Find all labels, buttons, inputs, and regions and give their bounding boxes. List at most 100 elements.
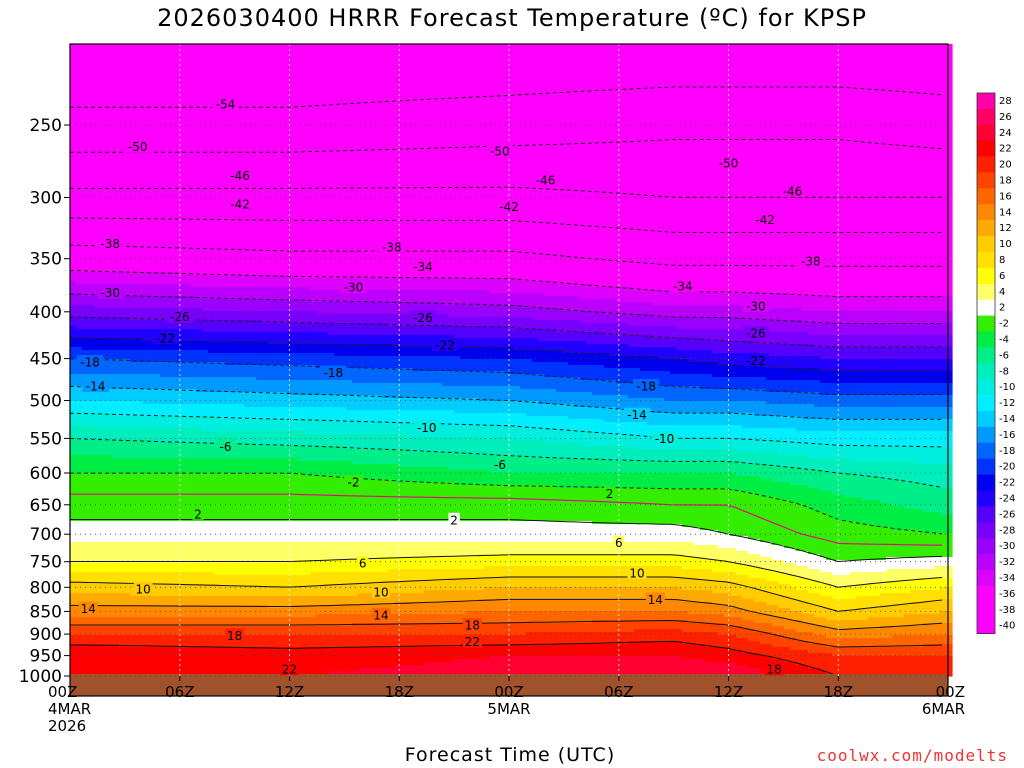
heat-cell — [358, 335, 365, 345]
heat-cell — [856, 620, 863, 630]
heat-cell — [688, 659, 695, 677]
heat-cell — [424, 581, 431, 591]
heat-cell — [304, 419, 311, 435]
heat-cell — [196, 287, 203, 300]
heat-cell — [556, 431, 563, 444]
heat-cell — [598, 365, 605, 381]
heat-cell — [256, 332, 263, 342]
heat-cell — [178, 275, 185, 285]
heat-cell — [850, 599, 857, 612]
heat-cell — [202, 521, 209, 543]
heat-cell — [766, 593, 773, 606]
heat-cell — [436, 371, 443, 384]
heat-cell — [124, 572, 131, 585]
contour-label: -46 — [532, 172, 559, 187]
heat-cell — [244, 287, 251, 300]
heat-cell — [766, 623, 773, 633]
heat-cell — [388, 581, 395, 594]
heat-cell — [442, 386, 449, 399]
heat-cell — [490, 44, 497, 279]
heat-cell — [772, 635, 779, 648]
heat-cell — [886, 479, 893, 504]
heat-cell — [766, 614, 773, 624]
colorbar-swatch — [977, 363, 995, 380]
heat-cell — [160, 389, 167, 405]
heat-cell — [208, 563, 215, 573]
heat-cell — [418, 383, 425, 399]
heat-cell — [82, 542, 89, 564]
heat-cell — [628, 656, 635, 677]
heat-cell — [598, 323, 605, 333]
heat-cell — [310, 635, 317, 648]
heat-cell — [730, 536, 737, 549]
heat-cell — [196, 596, 203, 606]
heat-cell — [670, 44, 677, 294]
heat-cell — [268, 380, 275, 393]
heat-cell — [880, 560, 887, 573]
heat-cell — [316, 446, 323, 462]
heat-cell — [136, 389, 143, 402]
heat-cell — [616, 446, 623, 462]
heat-cell — [412, 278, 419, 291]
heat-cell — [214, 377, 221, 393]
heat-cell — [934, 488, 941, 513]
heat-cell — [208, 584, 215, 597]
heat-cell — [862, 407, 869, 420]
heat-cell — [946, 656, 953, 677]
heat-cell — [76, 626, 83, 636]
heat-cell — [718, 293, 725, 306]
heat-cell — [688, 644, 695, 660]
heat-cell — [220, 473, 227, 522]
heat-cell — [796, 443, 803, 456]
heat-cell — [724, 548, 731, 561]
heat-cell — [568, 44, 575, 285]
heat-cell — [664, 326, 671, 339]
heat-cell — [364, 623, 371, 636]
heat-cell — [724, 293, 731, 306]
heat-cell — [634, 629, 641, 642]
heat-cell — [466, 569, 473, 579]
heat-cell — [142, 389, 149, 405]
heat-cell — [208, 605, 215, 618]
heat-cell — [892, 395, 899, 408]
heat-cell — [502, 554, 509, 567]
heat-cell — [706, 545, 713, 561]
heat-cell — [922, 323, 929, 336]
heat-cell — [190, 605, 197, 618]
heat-cell — [520, 281, 527, 294]
heat-cell — [214, 473, 221, 522]
heat-cell — [862, 656, 869, 677]
heat-cell — [832, 560, 839, 576]
heat-cell — [712, 401, 719, 414]
heat-cell — [382, 278, 389, 291]
heat-cell — [406, 635, 413, 648]
heat-cell — [832, 323, 839, 336]
heat-cell — [142, 272, 149, 285]
heat-cell — [172, 572, 179, 585]
heat-cell — [508, 455, 515, 474]
heat-cell — [190, 404, 197, 417]
heat-cell — [802, 404, 809, 420]
heat-cell — [280, 626, 287, 636]
heat-cell — [862, 359, 869, 372]
heat-cell — [454, 635, 461, 648]
heat-cell — [202, 626, 209, 636]
heat-cell — [430, 521, 437, 543]
heat-cell — [70, 563, 77, 573]
heat-cell — [850, 335, 857, 348]
heat-cell — [652, 611, 659, 621]
heat-cell — [922, 590, 929, 603]
heat-cell — [190, 458, 197, 474]
heat-cell — [526, 329, 533, 339]
heat-cell — [310, 380, 317, 396]
contour-label-bg — [378, 240, 406, 254]
heat-cell — [214, 605, 221, 618]
heat-cell — [538, 542, 545, 555]
heat-cell — [790, 296, 797, 309]
heat-cell — [466, 425, 473, 438]
heat-cell — [124, 542, 131, 564]
heat-cell — [496, 599, 503, 612]
heat-cell — [934, 383, 941, 396]
heat-cell — [328, 422, 335, 435]
heat-cell — [928, 407, 935, 420]
